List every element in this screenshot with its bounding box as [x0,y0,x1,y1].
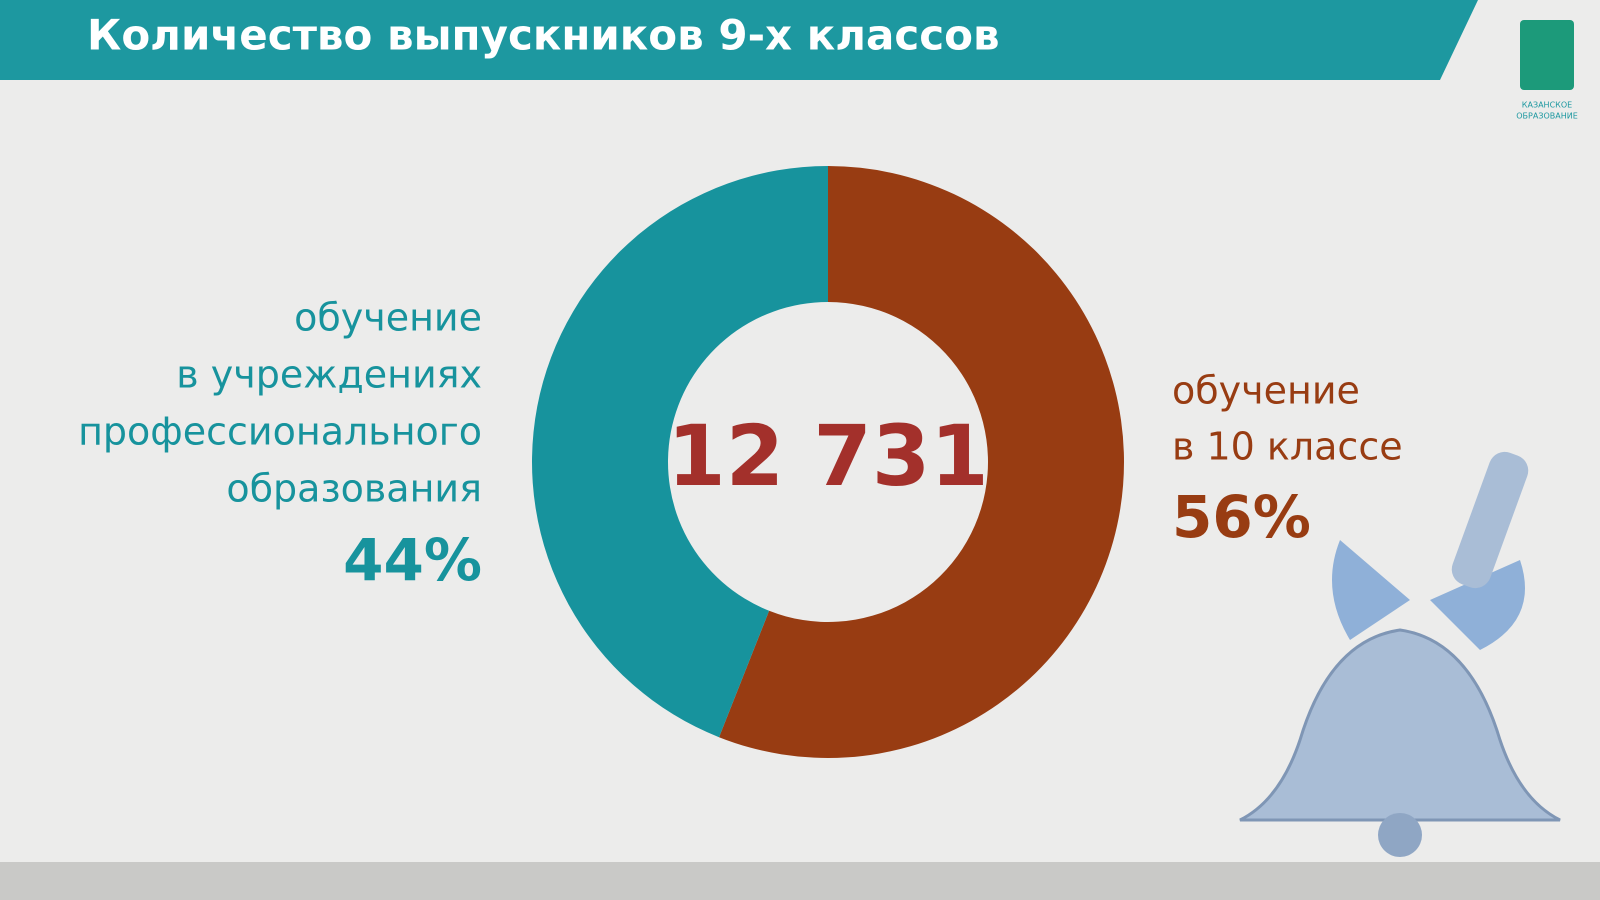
bow [1332,540,1525,650]
logo-shield [1520,20,1574,90]
bell-clapper [1378,813,1422,857]
value-label: 44% [343,526,482,594]
bell-handle [1451,451,1529,589]
center-label: 12 731 [667,407,988,505]
donut-slice [719,166,1124,758]
bell-illustration [1239,451,1561,857]
title-band [0,0,1478,80]
slice-label: профессионального [78,410,482,454]
slice-label: обучение [294,296,482,340]
logo-text: ОБРАЗОВАНИЕ [1516,112,1578,121]
slice-label: образования [226,467,482,511]
donut-slice [531,166,828,738]
value-label: 56% [1172,483,1311,551]
logo: КАЗАНСКОЕ ОБРАЗОВАНИЕ [1516,20,1578,121]
logo-text: КАЗАНСКОЕ [1522,101,1572,110]
slice-label: обучение [1172,369,1360,413]
bottom-band [0,862,1600,900]
chart-title: Количество выпускников 9-х классов [87,11,1000,60]
slice-label: в учреждениях [176,353,482,397]
bell [1239,628,1561,822]
slice-label: в 10 классе [1172,425,1403,469]
